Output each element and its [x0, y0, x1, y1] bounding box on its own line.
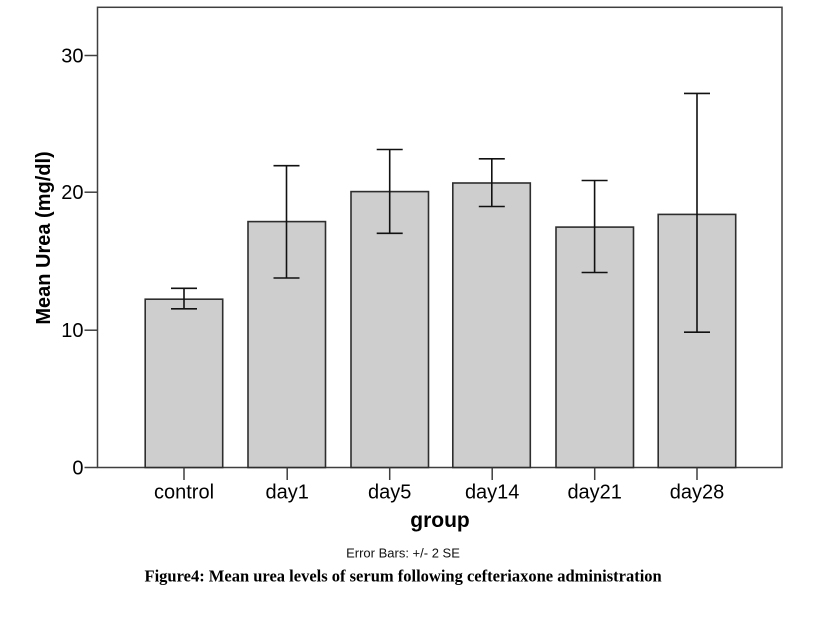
- svg-text:group: group: [410, 509, 469, 532]
- svg-text:0: 0: [72, 458, 83, 480]
- svg-text:day5: day5: [368, 482, 411, 504]
- svg-text:Mean Urea (mg/dl): Mean Urea (mg/dl): [33, 151, 55, 324]
- svg-text:day21: day21: [567, 482, 622, 504]
- svg-text:10: 10: [61, 320, 83, 342]
- svg-text:day1: day1: [266, 482, 309, 504]
- svg-text:20: 20: [61, 182, 83, 204]
- svg-text:day28: day28: [670, 482, 725, 504]
- svg-text:Error Bars: +/- 2 SE: Error Bars: +/- 2 SE: [346, 546, 460, 561]
- svg-text:day14: day14: [465, 482, 520, 504]
- svg-text:30: 30: [61, 46, 83, 68]
- svg-text:control: control: [154, 482, 214, 504]
- svg-text:Figure4: Mean urea levels of s: Figure4: Mean urea levels of serum follo…: [145, 567, 662, 586]
